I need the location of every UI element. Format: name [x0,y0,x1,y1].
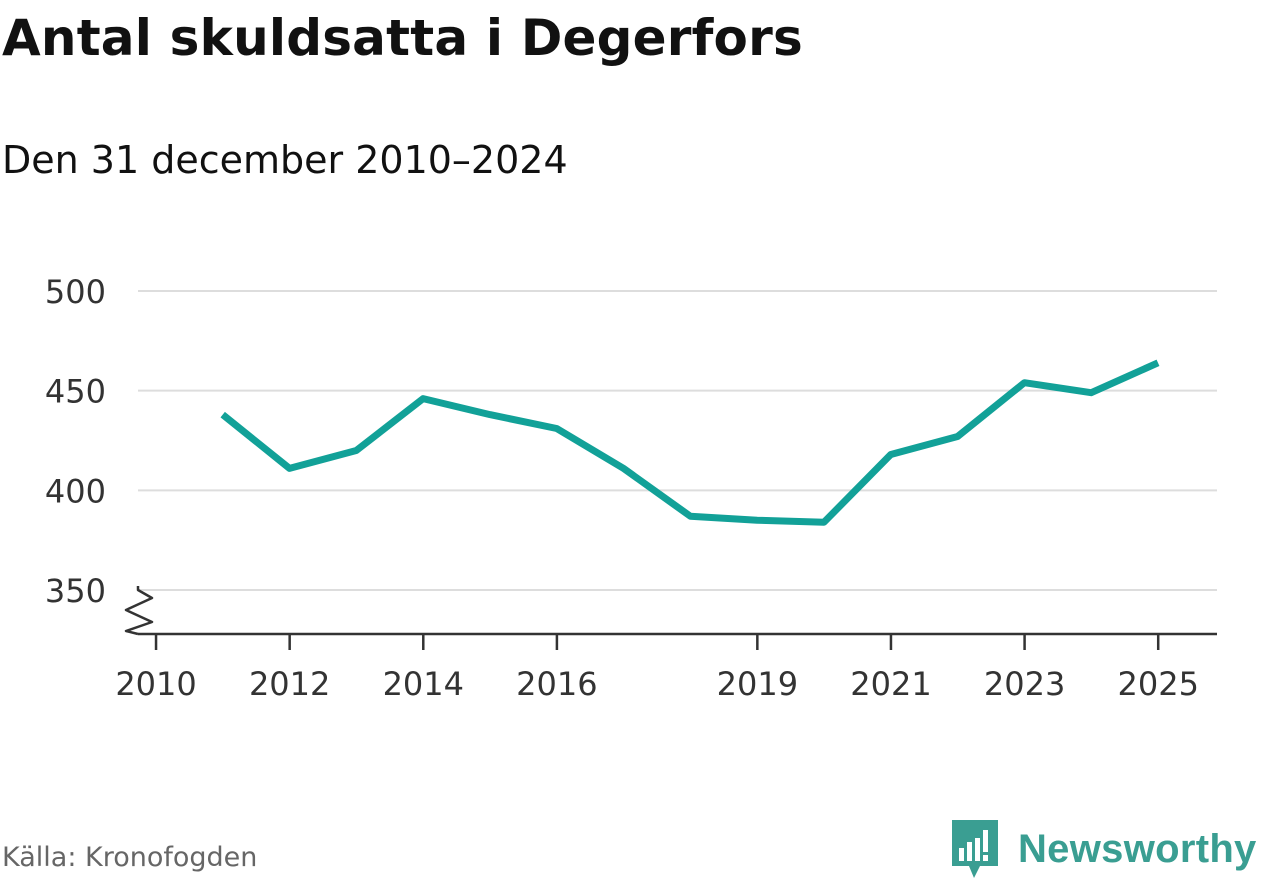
y-tick-label-500: 500 [45,273,106,311]
data-point [353,447,360,454]
x-tick-label-2025: 2025 [1117,665,1198,703]
x-tick-label-2019: 2019 [717,665,798,703]
y-tick-label-450: 450 [45,373,106,411]
data-point [821,519,828,526]
x-tick-label-2021: 2021 [850,665,931,703]
data-point [486,411,493,418]
data-point [754,517,761,524]
brand-name: Newsworthy [1018,826,1257,871]
data-point [219,411,226,418]
data-point [1088,389,1095,396]
x-tick-label-2010: 2010 [115,665,196,703]
chart-subtitle: Den 31 december 2010–2024 [2,138,568,182]
data-point [1155,359,1162,366]
y-axis-break-icon [124,586,154,636]
y-tick-label-400: 400 [45,472,106,510]
data-point [420,395,427,402]
data-point [954,433,961,440]
series-line-0 [220,359,1160,526]
x-tick-label-2016: 2016 [516,665,597,703]
chart-title: Antal skuldsatta i Degerfors [2,9,803,67]
data-point [0,357,4,364]
data-point [687,513,694,520]
data-point [620,465,627,472]
y-tick-label-350: 350 [45,572,106,610]
data-point [553,425,560,432]
data-point [286,465,293,472]
x-tick-label-2014: 2014 [383,665,464,703]
y-axis-ticks: 350 400 450 500 [45,273,106,610]
x-tick-label-2023: 2023 [984,665,1065,703]
series-layer [0,357,1162,526]
brand-logo[interactable]: Newsworthy [950,818,1257,880]
data-point [1021,379,1028,386]
newsworthy-logo-icon [952,820,998,878]
data-point [887,451,894,458]
gridlines [138,290,1217,591]
x-axis: 2010 2012 2014 2016 2019 2021 2023 2025 [115,586,1217,703]
x-tick-label-2012: 2012 [249,665,330,703]
source-note: Källa: Kronofogden [2,842,258,873]
